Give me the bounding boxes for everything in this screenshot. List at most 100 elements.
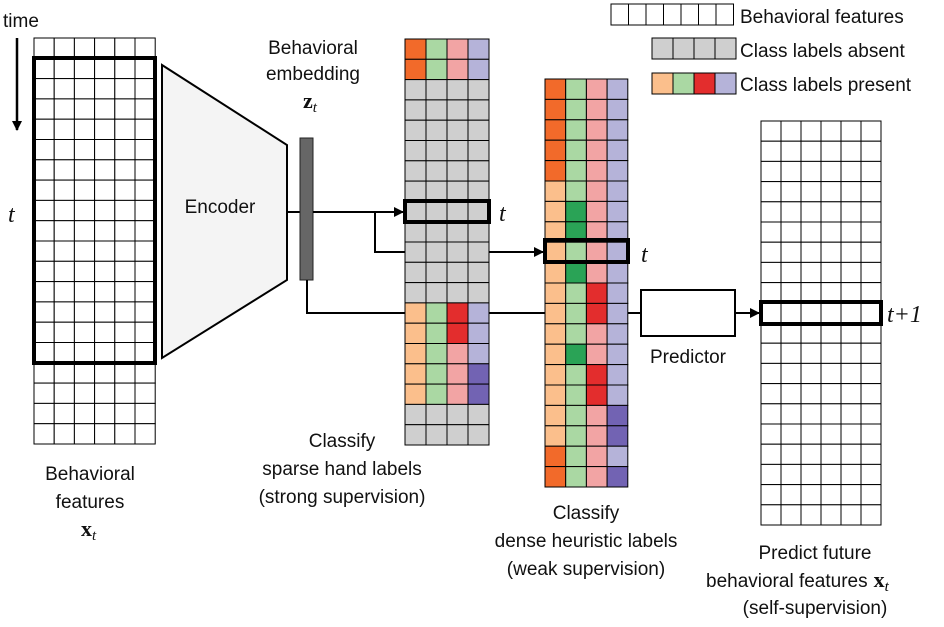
input-feature-cell bbox=[33, 37, 55, 59]
sparse-label-cell bbox=[404, 99, 427, 121]
input-feature-cell bbox=[94, 37, 116, 59]
input-feature-cell bbox=[33, 78, 55, 100]
dense-label-cell bbox=[585, 384, 608, 406]
dense-label-cell bbox=[565, 343, 587, 366]
dense-label-cell bbox=[544, 425, 567, 447]
input-feature-cell bbox=[33, 199, 55, 222]
input-feature-cell bbox=[94, 179, 116, 201]
dense-label-cell bbox=[585, 404, 608, 427]
dense-label-cell bbox=[606, 466, 629, 488]
future-feature-cell bbox=[860, 362, 882, 385]
sparse-label-cell bbox=[467, 58, 490, 81]
future-feature-cell bbox=[800, 443, 822, 465]
future-caption-line1: Predict future bbox=[759, 543, 872, 564]
input-feature-cell bbox=[94, 199, 116, 222]
future-feature-cell bbox=[860, 120, 882, 142]
time-label: time bbox=[3, 11, 39, 32]
dense-label-cell bbox=[544, 98, 567, 121]
predictor-label: Predictor bbox=[650, 347, 727, 368]
sparse-label-cell bbox=[404, 58, 427, 81]
dense-label-cell bbox=[585, 425, 608, 447]
sparse-label-cell bbox=[425, 200, 448, 223]
sparse-label-cell bbox=[467, 282, 490, 304]
dense-label-cell bbox=[606, 425, 629, 447]
dense-label-cell bbox=[544, 323, 567, 345]
future-feature-cell bbox=[860, 221, 882, 243]
dense-label-cell bbox=[606, 200, 629, 223]
dense-label-cell bbox=[585, 302, 608, 325]
input-feature-cell bbox=[114, 342, 136, 364]
future-feature-cell bbox=[860, 484, 882, 506]
future-feature-cell bbox=[760, 383, 782, 405]
future-feature-cell bbox=[760, 423, 782, 445]
input-feature-cell bbox=[134, 37, 156, 59]
future-feature-cell bbox=[860, 463, 882, 486]
dense-label-cell bbox=[585, 445, 608, 468]
future-feature-cell bbox=[780, 302, 802, 324]
future-feature-cell bbox=[760, 261, 782, 284]
input-feature-cell bbox=[73, 260, 96, 283]
sparse-label-cell bbox=[467, 119, 490, 141]
legend-class-labels-present-label: Class labels present bbox=[740, 75, 912, 96]
embedding-label-line2: embedding bbox=[266, 64, 360, 85]
future-feature-cell bbox=[820, 160, 842, 183]
future-feature-cell bbox=[780, 282, 802, 304]
legend-class-labels-absent-label: Class labels absent bbox=[740, 41, 905, 62]
future-feature-cell bbox=[860, 261, 882, 284]
dense-label-cell bbox=[606, 160, 629, 182]
input-feature-cell bbox=[53, 423, 75, 445]
sparse-label-cell bbox=[446, 38, 469, 60]
input-feature-cell bbox=[73, 159, 96, 181]
future-feature-cell bbox=[780, 484, 802, 506]
future-feature-cell bbox=[820, 443, 842, 465]
future-feature-cell bbox=[780, 403, 802, 425]
input-feature-cell bbox=[114, 423, 136, 445]
sparse-label-cell bbox=[404, 383, 427, 405]
dense-label-cell bbox=[585, 364, 608, 386]
input-feature-cell bbox=[73, 37, 96, 59]
future-feature-cell bbox=[800, 221, 822, 243]
input-feature-cell bbox=[33, 98, 55, 120]
future-feature-cell bbox=[820, 463, 842, 486]
sparse-label-cell bbox=[404, 221, 427, 243]
input-feature-cell bbox=[33, 57, 55, 80]
input-feature-cell bbox=[33, 301, 55, 323]
input-feature-cell bbox=[134, 321, 156, 344]
predictor: Predictor bbox=[640, 289, 736, 368]
input-feature-cell bbox=[134, 57, 156, 80]
dense-label-cell bbox=[606, 98, 629, 121]
input-feature-cell bbox=[114, 179, 136, 201]
future-feature-cell bbox=[800, 322, 822, 344]
encoder-label: Encoder bbox=[185, 197, 256, 218]
sparse-label-cell bbox=[467, 241, 490, 263]
sparse-label-cell bbox=[404, 302, 427, 324]
future-feature-cell bbox=[840, 221, 862, 243]
dense-label-cell bbox=[544, 343, 567, 366]
dense-label-cell bbox=[585, 119, 608, 141]
future-feature-cell bbox=[800, 362, 822, 385]
future-feature-cell bbox=[800, 282, 822, 304]
sparse-label-cell bbox=[404, 180, 427, 202]
dense-label-cell bbox=[544, 160, 567, 182]
future-feature-cell bbox=[820, 403, 842, 425]
future-feature-cell bbox=[760, 322, 782, 344]
sparse-label-cell bbox=[425, 282, 448, 304]
future-feature-cell bbox=[840, 120, 862, 142]
input-feature-cell bbox=[114, 402, 136, 425]
dense-label-cell bbox=[606, 404, 629, 427]
future-feature-cell bbox=[820, 484, 842, 506]
sparse-label-cell bbox=[425, 241, 448, 263]
future-feature-cell bbox=[860, 504, 882, 526]
sparse-label-cell bbox=[467, 363, 490, 385]
legend-white-cell bbox=[715, 3, 734, 26]
sparse-label-cell bbox=[425, 140, 448, 162]
dense-label-cell bbox=[565, 323, 587, 345]
input-feature-cell bbox=[33, 260, 55, 283]
dense-label-cell bbox=[565, 282, 587, 304]
input-feature-cell bbox=[73, 382, 96, 404]
dense-row-highlight bbox=[543, 238, 630, 264]
input-feature-cell bbox=[134, 342, 156, 364]
input-feature-cell bbox=[114, 57, 136, 80]
future-feature-cell bbox=[800, 484, 822, 506]
